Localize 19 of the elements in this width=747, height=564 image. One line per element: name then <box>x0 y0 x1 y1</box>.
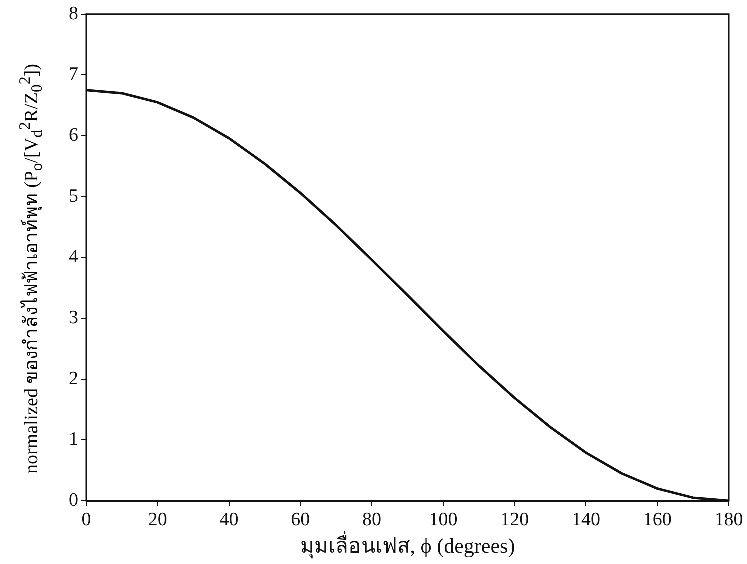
x-tick-label: 20 <box>148 509 168 530</box>
x-tick-label: 140 <box>572 509 600 530</box>
x-tick-label: 60 <box>291 509 310 530</box>
x-axis-title: มุมเลื่อนเฟส, ϕ (degrees) <box>300 530 516 559</box>
y-tick-label: 0 <box>69 490 78 511</box>
y-tick-label: 1 <box>69 429 78 450</box>
y-tick-label: 7 <box>69 64 78 86</box>
x-tick-label: 160 <box>643 509 672 530</box>
y-tick-label: 2 <box>69 368 78 390</box>
y-tick-label: 5 <box>69 186 78 207</box>
y-tick-label: 3 <box>69 308 78 329</box>
y-tick-label: 6 <box>69 125 78 146</box>
x-tick-label: 120 <box>500 509 530 530</box>
y-tick-label: 8 <box>69 3 78 24</box>
x-tick-label: 40 <box>220 509 239 530</box>
y-tick-label: 4 <box>69 246 79 268</box>
x-tick-label: 180 <box>714 509 744 530</box>
x-tick-label: 80 <box>362 509 382 530</box>
x-tick-label: 100 <box>429 509 458 530</box>
